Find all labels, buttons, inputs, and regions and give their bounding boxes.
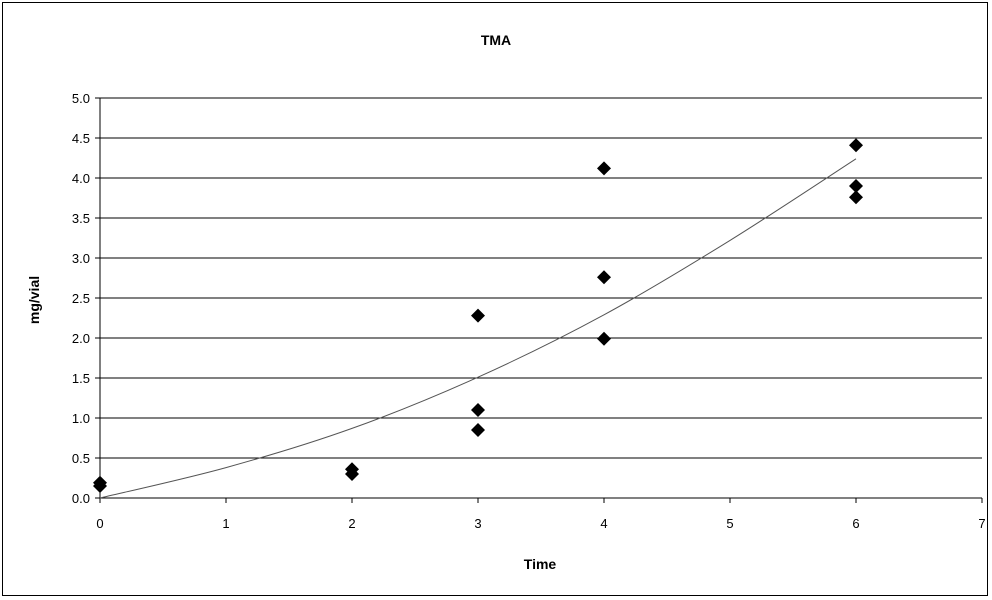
y-tick-label: 3.0 <box>72 251 90 266</box>
y-tick-label: 1.5 <box>72 371 90 386</box>
data-point <box>93 475 107 490</box>
x-tick-label: 2 <box>348 516 355 531</box>
chart-title: TMA <box>480 32 512 48</box>
data-point <box>471 403 485 417</box>
x-tick-label: 4 <box>600 516 607 531</box>
y-tick-label: 0.0 <box>72 491 90 506</box>
y-tick-label: 4.5 <box>72 131 90 146</box>
data-point <box>597 161 611 176</box>
y-tick-label: 3.5 <box>72 211 90 226</box>
y-tick-labels: 0.0 0.5 1.0 1.5 2.0 2.5 3.0 3.5 4.0 4.5 5.0 <box>72 91 90 506</box>
data-point <box>471 308 485 323</box>
y-tick-label: 2.0 <box>72 331 90 346</box>
x-axis-label: Time <box>523 556 557 572</box>
data-point <box>849 179 863 193</box>
trendline <box>99 158 857 499</box>
x-tick-label: 5 <box>726 516 733 531</box>
trendline-group <box>99 158 857 499</box>
data-point <box>849 190 863 205</box>
data-point <box>345 462 359 477</box>
x-tick-label: 3 <box>474 516 481 531</box>
data-point <box>471 423 485 437</box>
data-point <box>597 331 611 346</box>
x-tick-label: 1 <box>222 516 229 531</box>
y-tick-label: 4.0 <box>72 171 90 186</box>
data-points <box>93 138 863 493</box>
data-point <box>597 270 611 285</box>
x-tick-label: 7 <box>978 516 985 531</box>
y-tick-label: 0.5 <box>72 451 90 466</box>
y-tick-label: 2.5 <box>72 291 90 306</box>
gridlines <box>100 97 982 459</box>
x-tick-label: 6 <box>852 516 859 531</box>
axes <box>95 97 983 503</box>
x-tick-labels: 0 1 2 3 4 5 6 7 <box>96 516 985 531</box>
y-tick-label: 1.0 <box>72 411 90 426</box>
data-point <box>849 138 863 153</box>
y-tick-label: 5.0 <box>72 91 90 106</box>
x-tick-label: 0 <box>96 516 103 531</box>
